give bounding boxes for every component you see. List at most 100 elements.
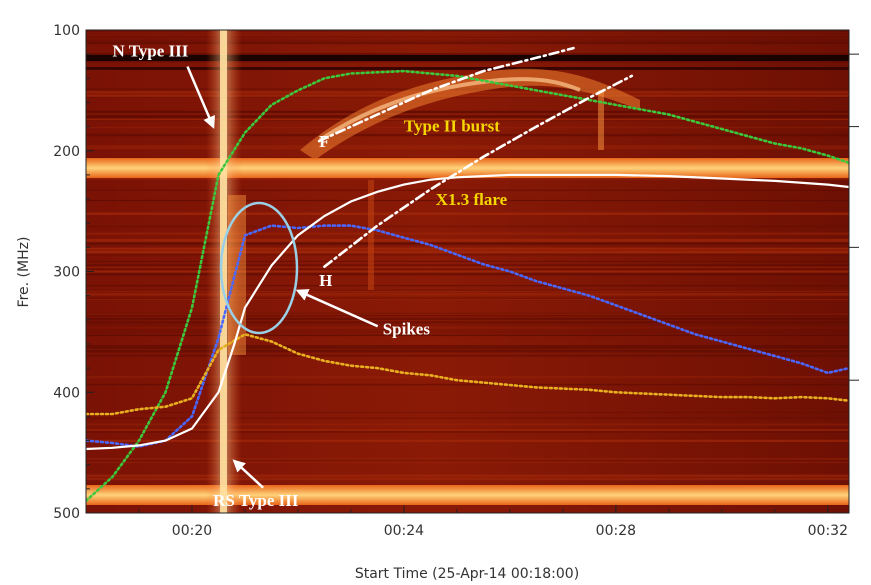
dark-band-top-2 bbox=[86, 67, 849, 70]
texture-line bbox=[86, 429, 849, 432]
texture-line bbox=[86, 423, 849, 426]
texture-line bbox=[86, 272, 849, 276]
texture-line bbox=[86, 260, 849, 262]
texture-line bbox=[86, 177, 849, 180]
texture-line bbox=[86, 297, 849, 300]
rfi-band-485 bbox=[86, 485, 849, 505]
texture-line bbox=[86, 289, 849, 293]
annotation-text: RS Type III bbox=[213, 491, 299, 510]
texture-line bbox=[86, 126, 849, 129]
texture-line bbox=[86, 247, 849, 250]
right-axis-ticks bbox=[849, 53, 859, 381]
texture-line bbox=[86, 115, 849, 118]
texture-line bbox=[86, 376, 849, 378]
texture-line bbox=[86, 110, 849, 114]
annotation-text: F bbox=[319, 132, 329, 151]
texture-line bbox=[86, 289, 849, 291]
x-tick-label: 00:28 bbox=[596, 523, 636, 539]
texture-line bbox=[86, 268, 849, 271]
type-iii-vertical-burst bbox=[220, 30, 227, 513]
texture-line bbox=[86, 321, 849, 324]
y-axis: 100 200 300 400 500 bbox=[53, 23, 94, 522]
texture-line bbox=[86, 411, 849, 414]
texture-line bbox=[86, 347, 849, 350]
annotation-text: H bbox=[319, 271, 332, 290]
y-tick-label: 500 bbox=[53, 506, 80, 522]
annotation-arrow bbox=[232, 459, 265, 489]
y-axis-label: Fre. (MHz) bbox=[16, 237, 32, 308]
texture-line bbox=[86, 41, 849, 45]
annotation-text: Spikes bbox=[383, 319, 431, 338]
texture-line bbox=[86, 250, 849, 254]
texture-line bbox=[86, 298, 849, 300]
texture-line bbox=[86, 431, 849, 433]
texture-line bbox=[86, 458, 849, 461]
plot-area: N Type III Type II burst F X1.3 flare H Spike… bbox=[86, 30, 849, 513]
series-line-4 bbox=[317, 46, 575, 143]
texture-line bbox=[86, 118, 849, 121]
texture-line bbox=[86, 270, 849, 273]
texture-line bbox=[86, 253, 849, 256]
texture-line bbox=[86, 348, 849, 351]
texture-line bbox=[86, 329, 849, 331]
texture-line bbox=[86, 417, 849, 419]
texture-line bbox=[86, 266, 849, 269]
texture-line bbox=[86, 439, 849, 442]
annotation-text: X1.3 flare bbox=[436, 190, 508, 209]
texture-line bbox=[86, 251, 849, 255]
texture-line bbox=[86, 324, 849, 326]
texture-line bbox=[86, 36, 849, 38]
y-tick-label: 100 bbox=[53, 23, 80, 39]
texture-line bbox=[86, 354, 849, 357]
texture-line bbox=[86, 238, 849, 242]
x-axis: 00:20 00:24 00:28 00:32 bbox=[85, 505, 848, 539]
faint-vertical-streak-2 bbox=[598, 90, 604, 150]
series-line-2 bbox=[86, 332, 849, 416]
texture-line bbox=[86, 334, 849, 337]
texture-line bbox=[86, 30, 849, 32]
texture-line bbox=[86, 285, 849, 287]
texture-line bbox=[86, 199, 849, 202]
y-tick-label: 200 bbox=[53, 144, 80, 160]
texture-line bbox=[86, 61, 849, 63]
texture-line bbox=[86, 212, 849, 215]
spikes-ellipse bbox=[219, 201, 299, 335]
annotation-layer: N Type III Type II burst F X1.3 flare H Spike… bbox=[112, 42, 507, 510]
y-tick-label: 400 bbox=[53, 385, 80, 401]
series-layer bbox=[86, 46, 849, 503]
series-line-3 bbox=[86, 173, 849, 451]
texture-line bbox=[86, 312, 849, 315]
annotation-text: Type II burst bbox=[404, 116, 500, 135]
texture-line bbox=[86, 474, 849, 478]
dark-band-top bbox=[86, 55, 849, 61]
texture-line bbox=[86, 459, 849, 461]
texture-line bbox=[86, 53, 849, 56]
texture-line bbox=[86, 314, 849, 317]
series-line-5 bbox=[323, 74, 634, 268]
texture-line bbox=[86, 331, 849, 334]
x-axis-label: Start Time (25-Apr-14 00:18:00) bbox=[355, 566, 579, 582]
texture-line bbox=[86, 147, 849, 150]
x-tick-label: 00:20 bbox=[172, 523, 212, 539]
texture-line bbox=[86, 345, 849, 348]
annotation-arrow bbox=[295, 289, 379, 328]
x-tick-label: 00:24 bbox=[384, 523, 424, 539]
annotation-text: N Type III bbox=[112, 42, 188, 61]
texture-line bbox=[86, 242, 849, 246]
texture-line bbox=[86, 313, 849, 316]
faint-vertical-streak-1 bbox=[368, 180, 374, 290]
annotation-arrow bbox=[186, 66, 215, 129]
y-tick-label: 300 bbox=[53, 265, 80, 281]
texture-line bbox=[86, 120, 849, 122]
texture-line bbox=[86, 133, 849, 137]
texture-line bbox=[86, 248, 849, 250]
texture-line bbox=[86, 477, 849, 481]
series-line-1 bbox=[86, 224, 849, 448]
texture-line bbox=[86, 145, 849, 148]
texture-line bbox=[86, 461, 849, 464]
texture-line bbox=[86, 39, 849, 42]
texture-line bbox=[86, 264, 849, 266]
texture-line bbox=[86, 189, 849, 191]
